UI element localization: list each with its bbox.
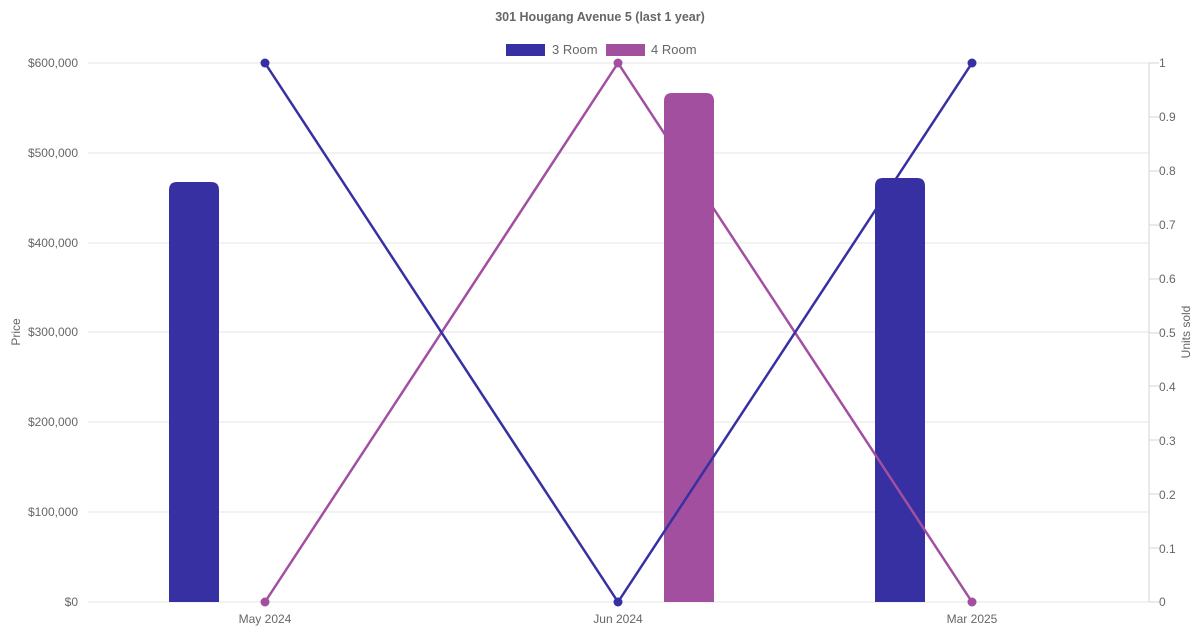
svg-text:Units sold: Units sold [1179,306,1193,359]
svg-text:0.5: 0.5 [1159,326,1176,340]
svg-text:Jun 2024: Jun 2024 [593,612,643,626]
svg-text:0.7: 0.7 [1159,218,1176,232]
svg-text:0.2: 0.2 [1159,488,1176,502]
svg-text:$200,000: $200,000 [28,415,78,429]
svg-text:1: 1 [1159,56,1166,70]
svg-text:3 Room: 3 Room [552,42,598,57]
svg-text:$500,000: $500,000 [28,146,78,160]
svg-text:0.6: 0.6 [1159,272,1176,286]
svg-text:Mar 2025: Mar 2025 [947,612,998,626]
svg-text:0.4: 0.4 [1159,380,1176,394]
svg-text:0.8: 0.8 [1159,164,1176,178]
svg-text:301 Hougang Avenue 5 (last 1 y: 301 Hougang Avenue 5 (last 1 year) [495,10,705,24]
svg-text:$0: $0 [65,595,79,609]
svg-text:$600,000: $600,000 [28,56,78,70]
svg-text:$400,000: $400,000 [28,236,78,250]
svg-text:0.1: 0.1 [1159,542,1176,556]
svg-text:$100,000: $100,000 [28,505,78,519]
svg-text:Price: Price [9,318,23,346]
svg-text:0.3: 0.3 [1159,434,1176,448]
svg-text:4 Room: 4 Room [651,42,697,57]
svg-text:May 2024: May 2024 [239,612,292,626]
svg-text:0.9: 0.9 [1159,110,1176,124]
svg-text:0: 0 [1159,595,1166,609]
svg-text:$300,000: $300,000 [28,325,78,339]
